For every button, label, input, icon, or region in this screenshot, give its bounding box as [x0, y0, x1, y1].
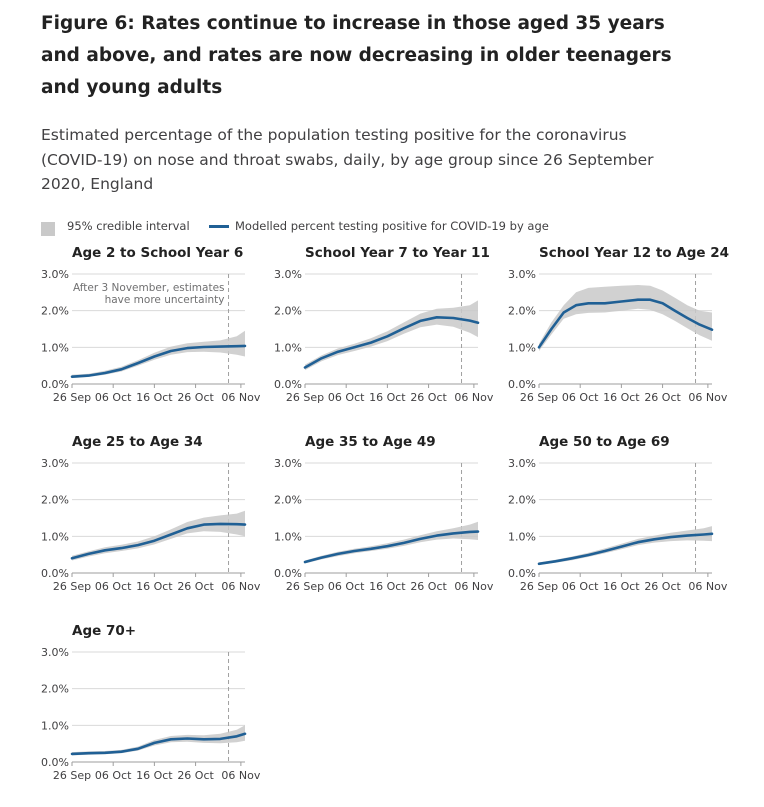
figure-title: Figure 6: Rates continue to increase in … [41, 13, 672, 98]
panel-1: Age 2 to School Year 6 0.0% 1.0% 2.0% 3.0% 26… [41, 245, 261, 404]
x-tick-label: 26 Oct [410, 580, 447, 593]
x-tick-label: 26 Oct [410, 391, 447, 404]
y-tick-label: 3.0% [508, 457, 536, 470]
credible-interval-band [539, 285, 712, 351]
y-tick-label: 1.0% [508, 530, 536, 543]
x-tick-label: 06 Oct [328, 580, 365, 593]
x-tick-label: 16 Oct [603, 391, 640, 404]
y-tick-label: 1.0% [508, 341, 536, 354]
y-tick-label: 0.0% [41, 567, 69, 580]
x-tick-label: 06 Oct [562, 391, 599, 404]
panel-title: Age 70+ [72, 623, 136, 639]
y-tick-label: 1.0% [274, 530, 302, 543]
y-tick-label: 3.0% [41, 268, 69, 281]
modelled-line [303, 530, 480, 564]
y-tick-label: 0.0% [274, 378, 302, 391]
panel-title: Age 25 to Age 34 [72, 434, 203, 450]
y-tick-label: 2.0% [41, 494, 69, 507]
legend-interval-swatch [41, 222, 55, 236]
panel-title: Age 50 to Age 69 [539, 434, 670, 450]
legend-interval-label: 95% credible interval [67, 219, 190, 233]
figure-subtitle: Estimated percentage of the population t… [41, 126, 654, 193]
y-tick-label: 0.0% [508, 378, 536, 391]
y-tick-label: 2.0% [508, 305, 536, 318]
y-tick-label: 1.0% [41, 341, 69, 354]
panel-title: Age 2 to School Year 6 [72, 245, 243, 261]
x-tick-label: 06 Oct [328, 391, 365, 404]
y-tick-label: 0.0% [274, 567, 302, 580]
modelled-line [537, 532, 714, 566]
x-tick-label: 06 Oct [95, 769, 132, 782]
x-tick-label: 06 Oct [562, 580, 599, 593]
y-tick-label: 1.0% [41, 530, 69, 543]
x-tick-label: 26 Sep [286, 391, 324, 404]
y-tick-label: 2.0% [274, 305, 302, 318]
panel-5: Age 35 to Age 49 0.0% 1.0% 2.0% 3.0% 26 Sep 06… [274, 434, 494, 593]
legend-line-label: Modelled percent testing positive for CO… [235, 219, 549, 233]
panel-title: Age 35 to Age 49 [305, 434, 436, 450]
x-tick-label: 26 Oct [644, 391, 681, 404]
modelled-line [70, 522, 247, 560]
x-tick-label: 06 Oct [95, 580, 132, 593]
x-tick-label: 16 Oct [369, 391, 406, 404]
panel-title: School Year 12 to Age 24 [539, 245, 729, 261]
x-tick-label: 26 Sep [53, 580, 91, 593]
legend-line-swatch [209, 225, 229, 228]
x-tick-label: 26 Oct [177, 769, 214, 782]
y-tick-label: 3.0% [41, 646, 69, 659]
y-tick-label: 3.0% [41, 457, 69, 470]
x-tick-label: 06 Oct [95, 391, 132, 404]
modelled-line [537, 298, 714, 349]
credible-interval-band [72, 725, 245, 756]
y-tick-label: 1.0% [274, 341, 302, 354]
y-tick-label: 3.0% [274, 457, 302, 470]
x-tick-label: 26 Sep [520, 580, 558, 593]
y-tick-label: 2.0% [41, 305, 69, 318]
y-tick-label: 0.0% [508, 567, 536, 580]
y-tick-label: 3.0% [274, 268, 302, 281]
panel-6: Age 50 to Age 69 0.0% 1.0% 2.0% 3.0% 26 Sep 06… [508, 434, 728, 593]
x-tick-label: 06 Nov [221, 580, 260, 593]
panel-title: School Year 7 to Year 11 [305, 245, 490, 261]
uncertainty-annotation: After 3 November, estimates [73, 282, 225, 294]
x-tick-label: 06 Nov [221, 391, 260, 404]
x-tick-label: 26 Sep [53, 769, 91, 782]
y-tick-label: 2.0% [274, 494, 302, 507]
x-tick-label: 16 Oct [136, 391, 173, 404]
uncertainty-annotation: have more uncertainty [105, 294, 225, 306]
modelled-line [303, 315, 480, 369]
x-tick-label: 16 Oct [369, 580, 406, 593]
y-tick-label: 1.0% [41, 719, 69, 732]
panel-4: Age 25 to Age 34 0.0% 1.0% 2.0% 3.0% 26 Sep 06… [41, 434, 261, 593]
x-tick-label: 16 Oct [136, 580, 173, 593]
y-tick-label: 3.0% [508, 268, 536, 281]
x-tick-label: 06 Nov [454, 391, 493, 404]
x-tick-label: 06 Nov [221, 769, 260, 782]
x-tick-label: 16 Oct [603, 580, 640, 593]
y-tick-label: 2.0% [41, 683, 69, 696]
panel-3: School Year 12 to Age 24 0.0% 1.0% 2.0% 3.0%… [508, 245, 729, 404]
modelled-line [70, 732, 247, 756]
x-tick-label: 06 Nov [688, 580, 727, 593]
x-tick-label: 26 Sep [53, 391, 91, 404]
panel-7: Age 70+ 0.0% 1.0% 2.0% 3.0% 26 Sep 06 Oct 16 Oc… [41, 623, 261, 782]
y-tick-label: 0.0% [41, 378, 69, 391]
y-tick-label: 2.0% [508, 494, 536, 507]
x-tick-label: 16 Oct [136, 769, 173, 782]
x-tick-label: 26 Oct [177, 391, 214, 404]
credible-interval-band [305, 521, 478, 564]
x-tick-label: 06 Nov [454, 580, 493, 593]
x-tick-label: 06 Nov [688, 391, 727, 404]
modelled-line [70, 344, 247, 379]
panel-2: School Year 7 to Year 11 0.0% 1.0% 2.0% 3.0%… [274, 245, 494, 404]
x-tick-label: 26 Oct [644, 580, 681, 593]
x-tick-label: 26 Sep [286, 580, 324, 593]
x-tick-label: 26 Sep [520, 391, 558, 404]
x-tick-label: 26 Oct [177, 580, 214, 593]
y-tick-label: 0.0% [41, 756, 69, 769]
